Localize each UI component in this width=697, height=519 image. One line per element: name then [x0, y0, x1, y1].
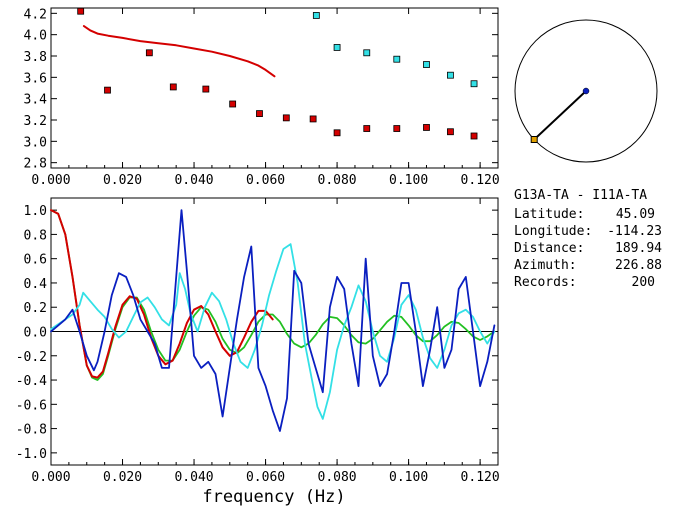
compass-circle [514, 19, 658, 163]
dispersion-point-cyan [470, 80, 478, 88]
correlation-y-tick-label: 0.0 [24, 326, 47, 341]
dispersion-point-red [333, 129, 341, 137]
info-value-azimuth: 226.88 [615, 258, 662, 273]
dispersion-point-cyan [393, 55, 401, 63]
azimuth-compass [514, 19, 658, 163]
correlation-series-line-blue [50, 209, 496, 432]
dispersion-point-red [470, 132, 478, 140]
dispersion-x-tick-label: 0.040 [174, 173, 213, 188]
dispersion-y-tick-label: 3.4 [24, 93, 48, 108]
info-value-distance: 189.94 [615, 241, 662, 256]
info-value-longitude: -114.23 [607, 224, 662, 239]
dispersion-y-tick-label: 3.8 [24, 50, 47, 65]
correlation-panel: 0.000 0.020 0.040 0.060 0.080 0.100 0.120 -1.0 -… [16, 197, 500, 507]
info-label-longitude: Longitude: [514, 224, 592, 239]
correlation-marks [50, 209, 498, 432]
dispersion-axes: 0.000 0.020 0.040 0.060 0.080 0.100 0.120 2.8 3.… [24, 7, 500, 188]
correlation-y-tick-label: 0.2 [24, 301, 47, 316]
dispersion-point-red [363, 125, 371, 132]
correlation-y-tick-label: 0.6 [24, 253, 47, 268]
dispersion-x-tick-label: 0.100 [389, 173, 428, 188]
dispersion-x-tick-label: 0.120 [461, 173, 500, 188]
correlation-x-tick-label: 0.120 [461, 470, 500, 485]
dispersion-point-cyan [333, 44, 341, 51]
correlation-y-tick-label: -0.6 [16, 398, 47, 413]
correlation-x-tick-label: 0.060 [246, 470, 285, 485]
info-label-distance: Distance: [514, 241, 584, 256]
dispersion-x-tick-label: 0.060 [246, 173, 285, 188]
dispersion-y-tick-label: 3.2 [24, 114, 47, 129]
station-info: G13A-TA - I11A-TA Latitude: 45.09 Longit… [514, 188, 662, 290]
dispersion-point-red [393, 125, 401, 132]
dispersion-x-tick-label: 0.000 [31, 173, 70, 188]
correlation-x-tick-label: 0.080 [318, 470, 357, 485]
correlation-x-tick-label: 0.020 [103, 470, 142, 485]
dispersion-point-red [145, 49, 153, 57]
correlation-x-tick-label: 0.040 [174, 470, 213, 485]
dispersion-point-cyan [447, 71, 454, 79]
origin-marker-icon [530, 136, 538, 143]
dispersion-y-tick-label: 4.0 [24, 29, 47, 44]
info-label-latitude: Latitude: [514, 207, 584, 222]
dispersion-point-red [229, 100, 237, 108]
correlation-y-tick-label: -0.2 [16, 350, 47, 365]
dispersion-x-tick-label: 0.080 [318, 173, 357, 188]
correlation-axes: 0.000 0.020 0.040 0.060 0.080 0.100 0.120 -1.0 -… [16, 198, 500, 485]
dispersion-y-tick-label: 4.2 [24, 7, 47, 22]
dispersion-point-red [77, 7, 85, 15]
correlation-y-tick-label: -0.4 [16, 374, 47, 389]
info-label-azimuth: Azimuth: [514, 258, 577, 273]
dispersion-marks [77, 7, 478, 140]
correlation-series-line-cyan [50, 243, 496, 420]
dispersion-point-red [202, 85, 210, 93]
correlation-y-tick-label: -1.0 [16, 447, 47, 462]
dispersion-point-cyan [423, 61, 430, 68]
dispersion-point-red [104, 86, 111, 94]
correlation-y-tick-label: 0.4 [24, 277, 48, 292]
info-value-records: 200 [632, 275, 655, 290]
station-pair: G13A-TA - I11A-TA [514, 188, 647, 203]
dispersion-series-line-red [82, 25, 276, 78]
correlation-y-tick-label: 1.0 [24, 204, 47, 219]
dispersion-frame [50, 7, 499, 169]
dispersion-panel: 0.000 0.020 0.040 0.060 0.080 0.100 0.120 2.8 3.… [24, 7, 500, 188]
correlation-x-tick-label: 0.000 [31, 470, 70, 485]
correlation-x-tick-label: 0.100 [389, 470, 428, 485]
x-axis-label: frequency (Hz) [202, 487, 345, 507]
correlation-y-tick-label: 0.8 [24, 228, 47, 243]
correlation-y-tick-label: -0.8 [16, 423, 47, 438]
dispersion-x-tick-label: 0.020 [103, 173, 142, 188]
dispersion-point-cyan [363, 49, 371, 57]
info-value-latitude: 45.09 [616, 207, 655, 222]
dispersion-y-tick-label: 3.6 [24, 71, 47, 86]
dispersion-point-red [256, 110, 263, 117]
dispersion-y-tick-label: 3.0 [24, 135, 47, 150]
dispersion-point-red [447, 128, 454, 136]
dispersion-y-tick-label: 2.8 [24, 157, 47, 172]
center-marker-icon [582, 87, 590, 95]
dispersion-point-red [282, 114, 290, 122]
info-label-records: Records: [514, 275, 577, 290]
dispersion-point-red [423, 124, 430, 131]
dispersion-point-red [169, 83, 177, 91]
dispersion-point-cyan [312, 12, 320, 19]
dispersion-point-red [309, 115, 317, 123]
azimuth-line [533, 90, 587, 141]
